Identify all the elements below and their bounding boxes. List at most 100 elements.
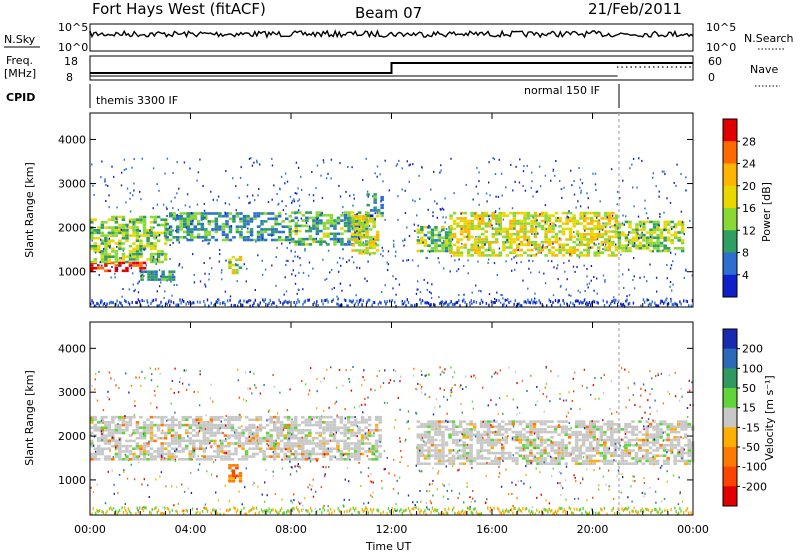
scatter-cell <box>367 396 369 399</box>
heatmap-cell <box>149 234 154 237</box>
heatmap-cell <box>340 243 344 246</box>
heatmap-cell <box>156 415 161 419</box>
heatmap-cell <box>90 426 94 429</box>
heatmap-cell <box>628 247 632 250</box>
heatmap-cell <box>242 220 247 223</box>
scatter-cell <box>259 224 261 227</box>
scatter-cell <box>141 157 143 160</box>
scatter-cell <box>593 289 595 292</box>
heatmap-cell <box>490 438 494 442</box>
heatmap-cell <box>523 217 527 220</box>
heatmap-cell <box>537 214 541 217</box>
scatter-cell <box>553 266 555 269</box>
scatter-cell <box>351 225 353 228</box>
heatmap-cell <box>276 444 280 448</box>
heatmap-cell <box>635 223 639 226</box>
scatter-cell <box>252 484 254 487</box>
heatmap-cell <box>568 251 573 254</box>
scatter-cell <box>458 449 460 452</box>
heatmap-cell <box>199 426 203 429</box>
heatmap-cell <box>301 452 305 456</box>
ground-scatter-cell <box>294 303 297 307</box>
heatmap-cell <box>617 428 621 431</box>
heatmap-cell <box>204 228 208 231</box>
heatmap-cell <box>274 222 278 226</box>
ground-scatter-cell <box>245 300 248 304</box>
heatmap-cell <box>350 434 354 437</box>
heatmap-cell <box>371 444 375 448</box>
heatmap-cell <box>357 452 361 456</box>
heatmap-cell <box>504 422 509 426</box>
heatmap-cell <box>276 421 280 424</box>
heatmap-cell <box>610 441 614 444</box>
heatmap-cell <box>322 455 326 458</box>
colorbar-tick-label: 20 <box>742 180 756 193</box>
heatmap-cell <box>523 222 527 225</box>
heatmap-cell <box>121 258 126 261</box>
heatmap-cell <box>466 230 471 233</box>
heatmap-cell <box>444 428 449 431</box>
heatmap-cell <box>199 421 203 424</box>
heatmap-cell <box>516 235 520 239</box>
heatmap-cell <box>662 449 667 452</box>
heatmap-cell <box>206 439 210 443</box>
heatmap-cell <box>466 235 471 239</box>
heatmap-cell <box>477 240 481 244</box>
scatter-cell <box>493 262 496 265</box>
heatmap-cell <box>567 451 572 455</box>
heatmap-cell <box>561 243 566 247</box>
heatmap-cell <box>100 258 105 261</box>
heatmap-cell <box>374 439 379 443</box>
heatmap-cell <box>529 433 533 436</box>
heatmap-cell <box>308 421 312 424</box>
heatmap-cell <box>174 436 178 440</box>
scatter-cell <box>430 188 432 191</box>
heatmap-cell <box>149 426 154 429</box>
heatmap-cell <box>614 230 619 233</box>
heatmap-cell <box>121 444 126 448</box>
heatmap-cell <box>228 464 232 467</box>
heatmap-cell <box>322 232 327 236</box>
scatter-cell <box>217 195 220 198</box>
scatter-cell <box>641 159 643 162</box>
heatmap-cell <box>340 219 344 222</box>
scatter-cell <box>622 476 624 479</box>
heatmap-cell <box>258 418 263 422</box>
scatter-cell <box>344 408 346 411</box>
heatmap-cell <box>297 439 301 443</box>
scatter-cell <box>399 461 401 463</box>
heatmap-cell <box>519 222 524 225</box>
heatmap-cell <box>237 418 242 422</box>
heatmap-cell <box>315 240 320 243</box>
heatmap-cell <box>258 429 263 432</box>
heatmap-cell <box>298 237 302 241</box>
beam-title: Beam 07 <box>355 4 422 22</box>
heatmap-cell <box>416 249 421 253</box>
heatmap-cell <box>308 442 312 445</box>
heatmap-cell <box>459 246 464 249</box>
heatmap-cell <box>350 452 354 456</box>
heatmap-cell <box>209 434 214 437</box>
heatmap-cell <box>230 415 235 419</box>
heatmap-cell <box>168 270 172 273</box>
scatter-cell <box>664 173 666 176</box>
heatmap-cell <box>114 426 119 429</box>
heatmap-cell <box>583 248 587 252</box>
heatmap-cell <box>121 236 126 240</box>
scatter-cell <box>208 278 210 281</box>
heatmap-cell <box>322 227 327 230</box>
heatmap-cell <box>518 438 523 442</box>
heatmap-cell <box>93 415 97 419</box>
ground-scatter-cell <box>223 301 225 305</box>
heatmap-cell <box>634 454 639 458</box>
heatmap-cell <box>519 243 524 247</box>
nave-dot <box>634 66 637 68</box>
heatmap-cell <box>165 230 169 234</box>
heatmap-cell <box>149 421 154 424</box>
heatmap-cell <box>451 454 456 458</box>
heatmap-cell <box>578 451 582 455</box>
scatter-cell <box>193 281 196 284</box>
scatter-cell <box>166 208 168 210</box>
heatmap-cell <box>361 251 366 255</box>
scatter-cell <box>421 436 424 439</box>
